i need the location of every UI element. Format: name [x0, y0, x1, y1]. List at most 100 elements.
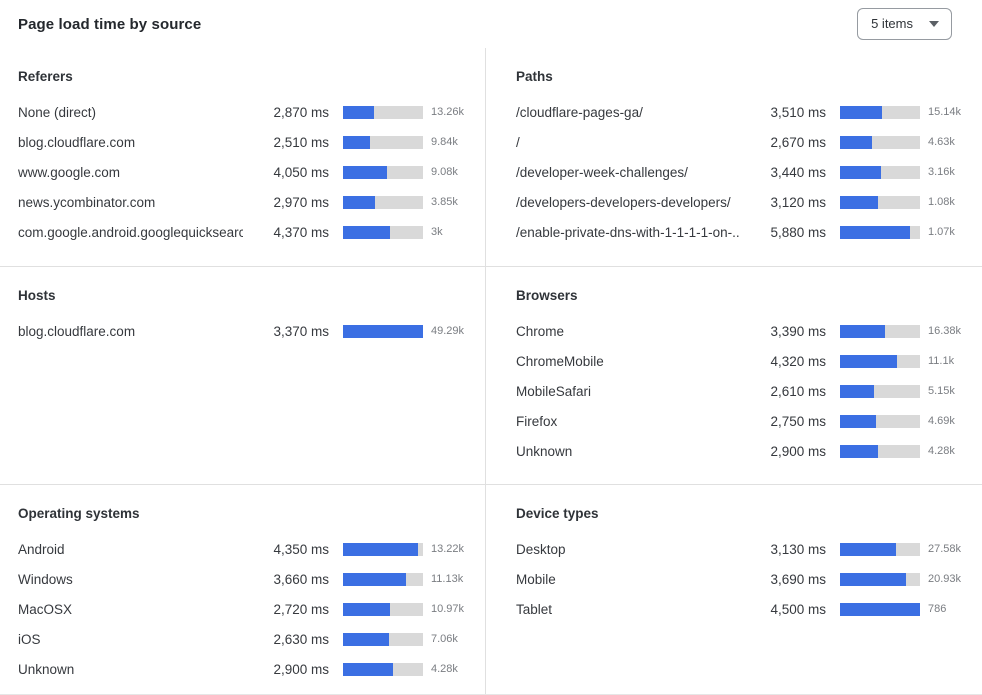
- row-bar: [343, 195, 423, 209]
- metric-row[interactable]: Desktop 3,130 ms 27.58k: [516, 534, 978, 564]
- panel-rows: None (direct) 2,870 ms 13.26k blog.cloud…: [18, 97, 481, 247]
- metric-row[interactable]: Unknown 2,900 ms 4.28k: [18, 654, 481, 684]
- row-bar: [343, 572, 423, 586]
- row-label: /developers-developers-developers/: [516, 194, 731, 210]
- row-load-time: 2,900 ms: [770, 443, 826, 459]
- page-title: Page load time by source: [18, 15, 202, 33]
- metric-row[interactable]: Mobile 3,690 ms 20.93k: [516, 564, 978, 594]
- row-load-time: 4,370 ms: [273, 224, 329, 240]
- row-count: 5.15k: [928, 385, 955, 397]
- row-bar-fill: [343, 105, 375, 119]
- metric-row[interactable]: /enable-private-dns-with-1-1-1-1-on-... …: [516, 217, 978, 247]
- row-count: 20.93k: [928, 573, 962, 585]
- panel-title: Device types: [516, 506, 599, 521]
- metric-row[interactable]: /developers-developers-developers/ 3,120…: [516, 187, 978, 217]
- items-count-value: 5 items: [871, 15, 913, 31]
- row-count: 9.84k: [431, 136, 458, 148]
- panel-rows: /cloudflare-pages-ga/ 3,510 ms 15.14k / …: [516, 97, 978, 247]
- panel-paths: Paths /cloudflare-pages-ga/ 3,510 ms 15.…: [486, 48, 982, 267]
- metric-row[interactable]: com.google.android.googlequicksearc... 4…: [18, 217, 481, 247]
- row-label: ChromeMobile: [516, 353, 604, 369]
- metric-row[interactable]: ChromeMobile 4,320 ms 11.1k: [516, 346, 978, 376]
- metric-row[interactable]: blog.cloudflare.com 2,510 ms 9.84k: [18, 127, 481, 157]
- metric-row[interactable]: blog.cloudflare.com 3,370 ms 49.29k: [18, 316, 481, 346]
- row-bar: [840, 135, 920, 149]
- row-bar: [343, 225, 423, 239]
- row-bar-fill: [840, 414, 876, 428]
- metric-row[interactable]: Unknown 2,900 ms 4.28k: [516, 436, 978, 466]
- row-count: 11.13k: [431, 573, 464, 585]
- row-bar: [343, 662, 423, 676]
- metric-row[interactable]: Firefox 2,750 ms 4.69k: [516, 406, 978, 436]
- row-load-time: 2,750 ms: [770, 413, 826, 429]
- row-bar-fill: [343, 602, 391, 616]
- row-bar-fill: [343, 225, 391, 239]
- row-bar-fill: [343, 195, 375, 209]
- row-load-time: 3,130 ms: [770, 541, 826, 557]
- row-load-time: 4,500 ms: [770, 601, 826, 617]
- row-load-time: 2,670 ms: [770, 134, 826, 150]
- metric-row[interactable]: Windows 3,660 ms 11.13k: [18, 564, 481, 594]
- row-load-time: 2,610 ms: [770, 383, 826, 399]
- row-label: Firefox: [516, 413, 558, 429]
- row-label: None (direct): [18, 104, 97, 120]
- row-count: 3.16k: [928, 166, 955, 178]
- row-load-time: 3,120 ms: [770, 194, 826, 210]
- row-bar-fill: [840, 105, 882, 119]
- panel-device-types: Device types Desktop 3,130 ms 27.58k Mob…: [486, 485, 982, 694]
- row-bar-fill: [343, 662, 393, 676]
- row-count: 3.85k: [431, 196, 458, 208]
- row-label: /developer-week-challenges/: [516, 164, 688, 180]
- row-bar-fill: [840, 225, 911, 239]
- panel-title: Paths: [516, 69, 553, 84]
- row-bar: [343, 632, 423, 646]
- metric-row[interactable]: Chrome 3,390 ms 16.38k: [516, 316, 978, 346]
- metric-row[interactable]: / 2,670 ms 4.63k: [516, 127, 978, 157]
- row-label: Unknown: [18, 661, 75, 677]
- metric-row[interactable]: None (direct) 2,870 ms 13.26k: [18, 97, 481, 127]
- panel-title: Operating systems: [18, 506, 140, 521]
- row-load-time: 3,370 ms: [273, 323, 329, 339]
- row-load-time: 2,510 ms: [273, 134, 329, 150]
- row-count: 16.38k: [928, 325, 962, 337]
- row-bar-fill: [840, 602, 920, 616]
- metric-row[interactable]: news.ycombinator.com 2,970 ms 3.85k: [18, 187, 481, 217]
- row-load-time: 3,440 ms: [770, 164, 826, 180]
- row-load-time: 4,320 ms: [770, 353, 826, 369]
- card-header: Page load time by source 5 items: [0, 0, 982, 48]
- row-load-time: 2,970 ms: [273, 194, 329, 210]
- row-load-time: 4,350 ms: [273, 541, 329, 557]
- row-label: /: [516, 134, 520, 150]
- metric-row[interactable]: /cloudflare-pages-ga/ 3,510 ms 15.14k: [516, 97, 978, 127]
- row-label: iOS: [18, 631, 41, 647]
- metric-row[interactable]: /developer-week-challenges/ 3,440 ms 3.1…: [516, 157, 978, 187]
- metric-row[interactable]: MacOSX 2,720 ms 10.97k: [18, 594, 481, 624]
- row-bar: [343, 105, 423, 119]
- row-bar: [840, 105, 920, 119]
- metric-row[interactable]: MobileSafari 2,610 ms 5.15k: [516, 376, 978, 406]
- metric-row[interactable]: www.google.com 4,050 ms 9.08k: [18, 157, 481, 187]
- metric-row[interactable]: Android 4,350 ms 13.22k: [18, 534, 481, 564]
- panel-rows: Chrome 3,390 ms 16.38k ChromeMobile 4,32…: [516, 316, 978, 466]
- row-label: www.google.com: [18, 164, 121, 180]
- row-bar: [840, 225, 920, 239]
- items-count-dropdown[interactable]: 5 items: [857, 7, 952, 41]
- panel-title: Browsers: [516, 288, 578, 303]
- row-count: 786: [928, 603, 947, 615]
- row-count: 9.08k: [431, 166, 458, 178]
- row-label: Unknown: [516, 443, 573, 459]
- row-bar: [343, 165, 423, 179]
- chevron-down-icon: [929, 20, 939, 27]
- row-label: Desktop: [516, 541, 566, 557]
- row-load-time: 3,390 ms: [770, 323, 826, 339]
- row-bar-fill: [343, 324, 423, 338]
- row-count: 4.69k: [928, 415, 955, 427]
- panel-hosts: Hosts blog.cloudflare.com 3,370 ms 49.29…: [0, 267, 486, 485]
- metric-row[interactable]: iOS 2,630 ms 7.06k: [18, 624, 481, 654]
- row-bar: [343, 542, 423, 556]
- row-bar-fill: [343, 542, 419, 556]
- row-count: 49.29k: [431, 325, 465, 337]
- row-label: /enable-private-dns-with-1-1-1-1-on-...: [516, 224, 740, 240]
- row-bar: [840, 444, 920, 458]
- metric-row[interactable]: Tablet 4,500 ms 786: [516, 594, 978, 624]
